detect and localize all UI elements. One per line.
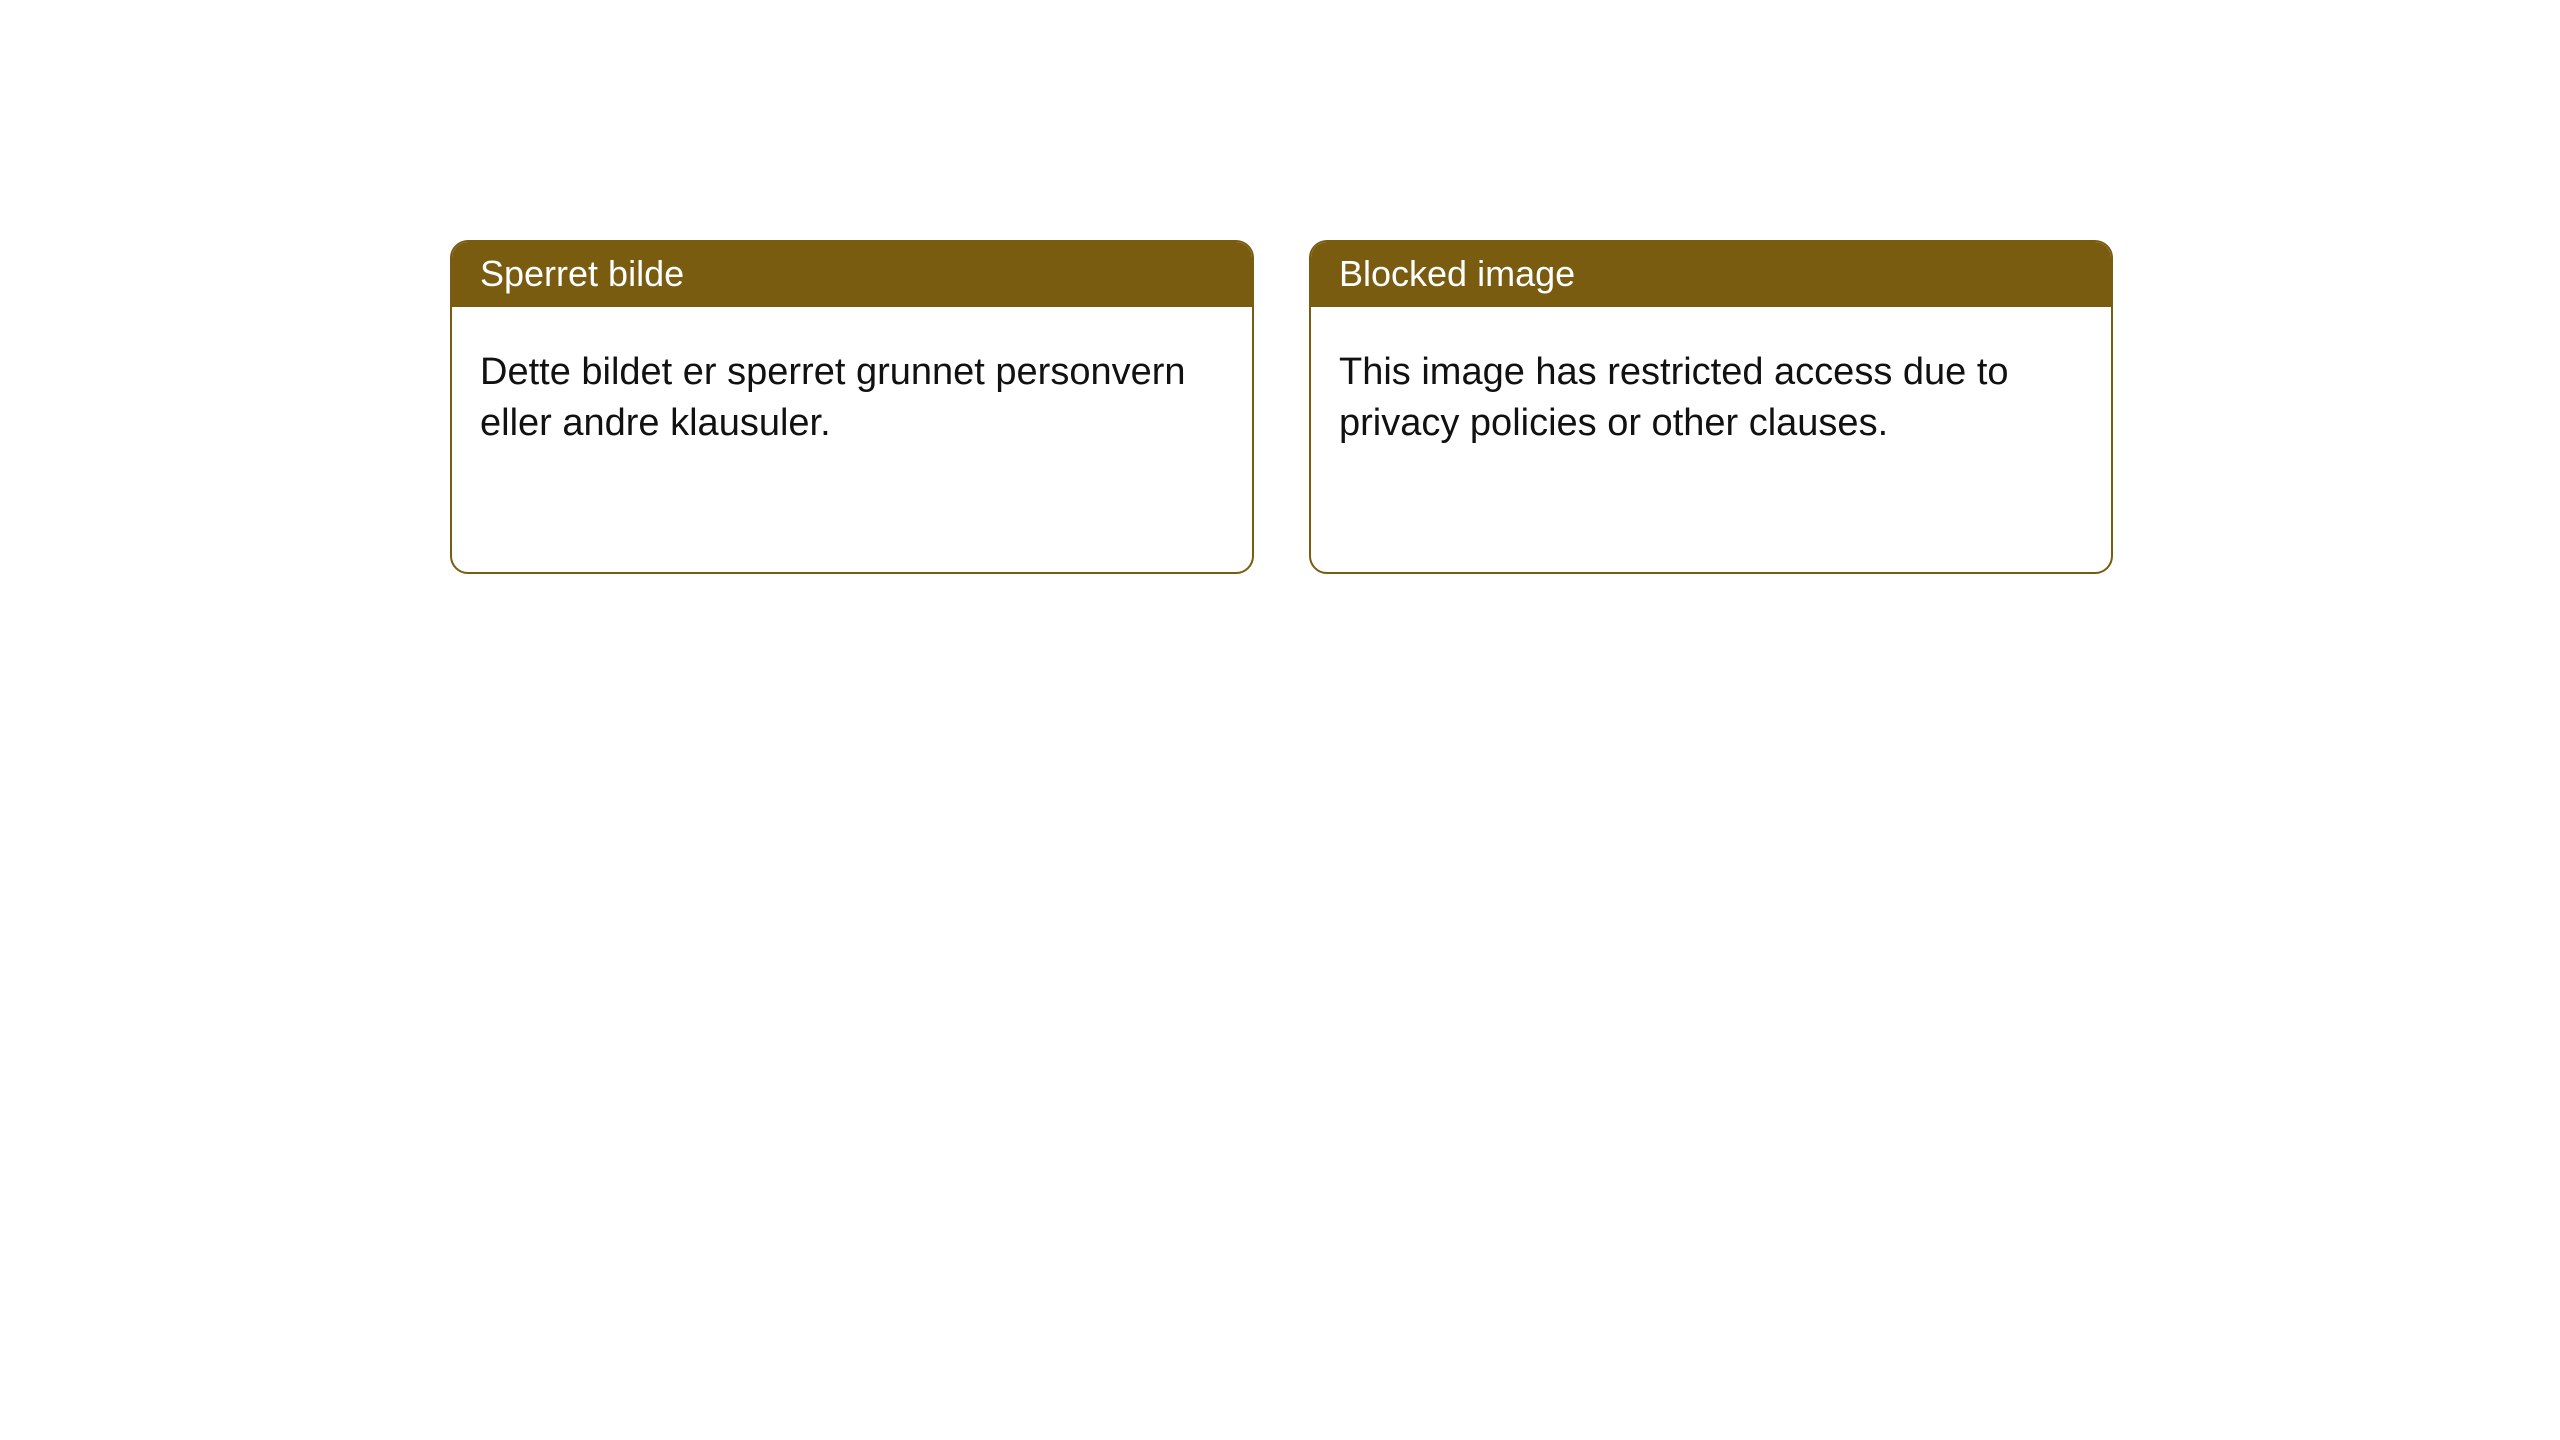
notice-card-english: Blocked image This image has restricted …: [1309, 240, 2113, 574]
notice-container: Sperret bilde Dette bildet er sperret gr…: [0, 0, 2560, 574]
notice-body: This image has restricted access due to …: [1311, 307, 2111, 478]
notice-body-text: Dette bildet er sperret grunnet personve…: [480, 351, 1186, 444]
notice-card-norwegian: Sperret bilde Dette bildet er sperret gr…: [450, 240, 1254, 574]
notice-body-text: This image has restricted access due to …: [1339, 351, 2009, 444]
notice-header: Sperret bilde: [452, 242, 1252, 307]
notice-title: Sperret bilde: [480, 253, 684, 294]
notice-body: Dette bildet er sperret grunnet personve…: [452, 307, 1252, 478]
notice-header: Blocked image: [1311, 242, 2111, 307]
notice-title: Blocked image: [1339, 253, 1575, 294]
